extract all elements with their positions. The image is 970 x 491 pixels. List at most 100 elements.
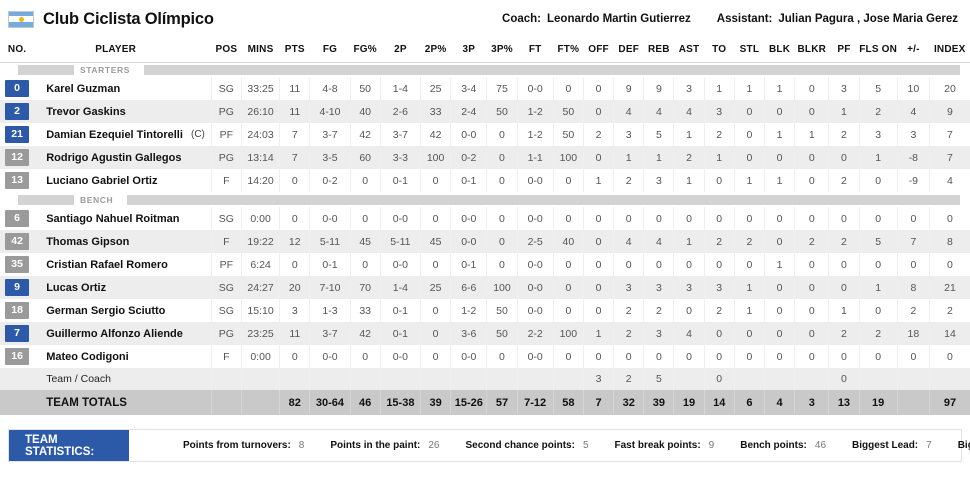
table-row[interactable]: 7 Guillermo Alfonzo Aliende PG 23:25 11 3-7 42… — [0, 322, 970, 345]
stat-cell-reb: 5 — [643, 123, 675, 146]
stat-cell-: 0 — [897, 345, 930, 368]
stat-cell-to: 0 — [704, 169, 735, 192]
stat-cell-2p: 2-6 — [380, 100, 422, 123]
summary-captain-cell — [185, 390, 212, 415]
jersey-badge: 42 — [5, 233, 30, 250]
stat-cell-fls-on: 1 — [859, 146, 898, 169]
player-name[interactable]: Guillermo Alfonzo Aliende — [34, 322, 186, 345]
stat-cell-2p: 0 — [420, 345, 452, 368]
table-row[interactable]: 21 Damian Ezequiel Tintorelli (C) PF 24:03 7 3… — [0, 123, 970, 146]
player-name[interactable]: Karel Guzman — [34, 77, 186, 100]
stat-cell-blk: 0 — [764, 207, 796, 230]
table-row[interactable]: 42 Thomas Gipson F 19:22 12 5-11 45 5-11 45 0-0 0 2… — [0, 230, 970, 253]
stat-cell-fg: 0-1 — [309, 253, 351, 276]
summary-stat-cell: 15-38 — [380, 390, 422, 415]
stat-cell-3p: 0-0 — [450, 230, 488, 253]
player-position: PF — [211, 253, 242, 276]
team-stat-key: Bench points: — [740, 440, 807, 451]
summary-stat-cell — [897, 368, 930, 390]
stat-cell-blk: 1 — [764, 253, 796, 276]
captain-marker — [185, 276, 212, 299]
team-stat-value: 8 — [298, 440, 305, 451]
captain-marker — [185, 77, 212, 100]
stat-cell-fls-on: 0 — [859, 299, 898, 322]
player-name[interactable]: Damian Ezequiel Tintorelli — [34, 123, 186, 146]
col-header-fgpct: FG% — [350, 38, 381, 63]
stat-cell-ft: 0-0 — [517, 77, 554, 100]
stat-cell-blkr: 2 — [794, 230, 830, 253]
stat-cell-pts: 7 — [279, 123, 311, 146]
coach-label: Coach: — [502, 13, 541, 25]
col-header-def: DEF — [613, 38, 644, 63]
table-row[interactable]: 35 Cristian Rafael Romero PF 6:24 0 0-1 0 0-0 0 0… — [0, 253, 970, 276]
stat-cell-pts: 12 — [279, 230, 311, 253]
stat-cell-3p: 3-6 — [450, 322, 488, 345]
col-header-3ppct: 3P% — [486, 38, 518, 63]
table-row[interactable]: 18 German Sergio Sciutto SG 15:10 3 1-3 33 0-1 0… — [0, 299, 970, 322]
player-name[interactable]: German Sergio Sciutto — [34, 299, 186, 322]
stat-cell-to: 0 — [704, 253, 735, 276]
col-header-stl: STL — [734, 38, 765, 63]
player-name[interactable]: Cristian Rafael Romero — [34, 253, 186, 276]
coach-name: Leonardo Martin Gutierrez — [547, 13, 691, 25]
table-row[interactable]: 16 Mateo Codigoni F 0:00 0 0-0 0 0-0 0 0-0 0 0-0 0 0 0… — [0, 345, 970, 368]
stat-cell-fg: 33 — [350, 299, 381, 322]
col-header-player: PLAYER — [34, 38, 186, 63]
stat-cell-blkr: 1 — [794, 123, 830, 146]
table-row[interactable]: 9 Lucas Ortiz SG 24:27 20 7-10 70 1-4 25 6-6 100 0-… — [0, 276, 970, 299]
summary-stat-cell: 19 — [859, 390, 898, 415]
col-header-pos: POS — [211, 38, 242, 63]
stat-cell-pf: 0 — [828, 253, 860, 276]
stat-cell-index: 21 — [929, 276, 970, 299]
stat-cell-stl: 0 — [734, 100, 765, 123]
table-row[interactable]: 13 Luciano Gabriel Ortiz F 14:20 0 0-2 0 0-1 0 0-… — [0, 169, 970, 192]
col-header-plusminus: +/- — [897, 38, 930, 63]
stat-cell-blk: 0 — [764, 146, 796, 169]
stat-cell-2p: 1-4 — [380, 276, 422, 299]
stat-cell-index: 9 — [929, 100, 970, 123]
team-stat-value: 9 — [708, 440, 715, 451]
stat-cell-3p: 2-4 — [450, 100, 488, 123]
summary-stat-cell: 7-12 — [517, 390, 554, 415]
player-name[interactable]: Mateo Codigoni — [34, 345, 186, 368]
team-coach-row: Team / Coach 3 2 5 0 0 — [0, 368, 970, 390]
stat-cell-ast: 3 — [673, 276, 705, 299]
captain-marker — [185, 345, 212, 368]
stat-cell-ft: 1-2 — [517, 123, 554, 146]
stat-cell-pts: 11 — [279, 322, 311, 345]
player-name[interactable]: Luciano Gabriel Ortiz — [34, 169, 186, 192]
player-name[interactable]: Thomas Gipson — [34, 230, 186, 253]
stat-cell-blkr: 0 — [794, 253, 830, 276]
stat-cell-blk: 1 — [764, 77, 796, 100]
stat-cell-blk: 1 — [764, 169, 796, 192]
stat-cell-blkr: 0 — [794, 77, 830, 100]
jersey-badge: 9 — [5, 279, 30, 296]
stat-cell-ast: 4 — [673, 100, 705, 123]
player-name[interactable]: Lucas Ortiz — [34, 276, 186, 299]
player-name[interactable]: Rodrigo Agustin Gallegos — [34, 146, 186, 169]
stat-cell-2p: 0 — [420, 169, 452, 192]
table-row[interactable]: 2 Trevor Gaskins PG 26:10 11 4-10 40 2-6 33 2-4 50… — [0, 100, 970, 123]
section-label-starters: STARTERS — [80, 64, 130, 75]
summary-no-cell — [0, 390, 35, 415]
jersey-number-cell: 13 — [0, 169, 35, 192]
stat-cell-def: 9 — [613, 77, 645, 100]
stat-cell-reb: 3 — [643, 322, 675, 345]
table-row[interactable]: 12 Rodrigo Agustin Gallegos PG 13:14 7 3-5 60 3… — [0, 146, 970, 169]
stat-cell-pf: 2 — [828, 230, 860, 253]
player-minutes: 0:00 — [241, 207, 281, 230]
player-name[interactable]: Santiago Nahuel Roitman — [34, 207, 186, 230]
player-position: PG — [211, 322, 242, 345]
stat-cell-ast: 0 — [673, 253, 705, 276]
player-name[interactable]: Trevor Gaskins — [34, 100, 186, 123]
stat-cell-ft: 0 — [553, 169, 584, 192]
summary-stat-cell: 6 — [734, 390, 765, 415]
team-stat-value: 5 — [582, 440, 589, 451]
stat-cell-2p: 0-0 — [380, 253, 422, 276]
stat-cell-ft: 2-2 — [517, 322, 554, 345]
table-row[interactable]: 0 Karel Guzman SG 33:25 11 4-8 50 1-4 25 3-4 75 0-0… — [0, 77, 970, 100]
stat-cell-3p: 0-0 — [450, 123, 488, 146]
coaching-staff: Coach: Leonardo Martin Gutierrez Assista… — [502, 13, 960, 25]
table-row[interactable]: 6 Santiago Nahuel Roitman SG 0:00 0 0-0 0 0-0 0 0… — [0, 207, 970, 230]
stat-cell-to: 1 — [704, 77, 735, 100]
